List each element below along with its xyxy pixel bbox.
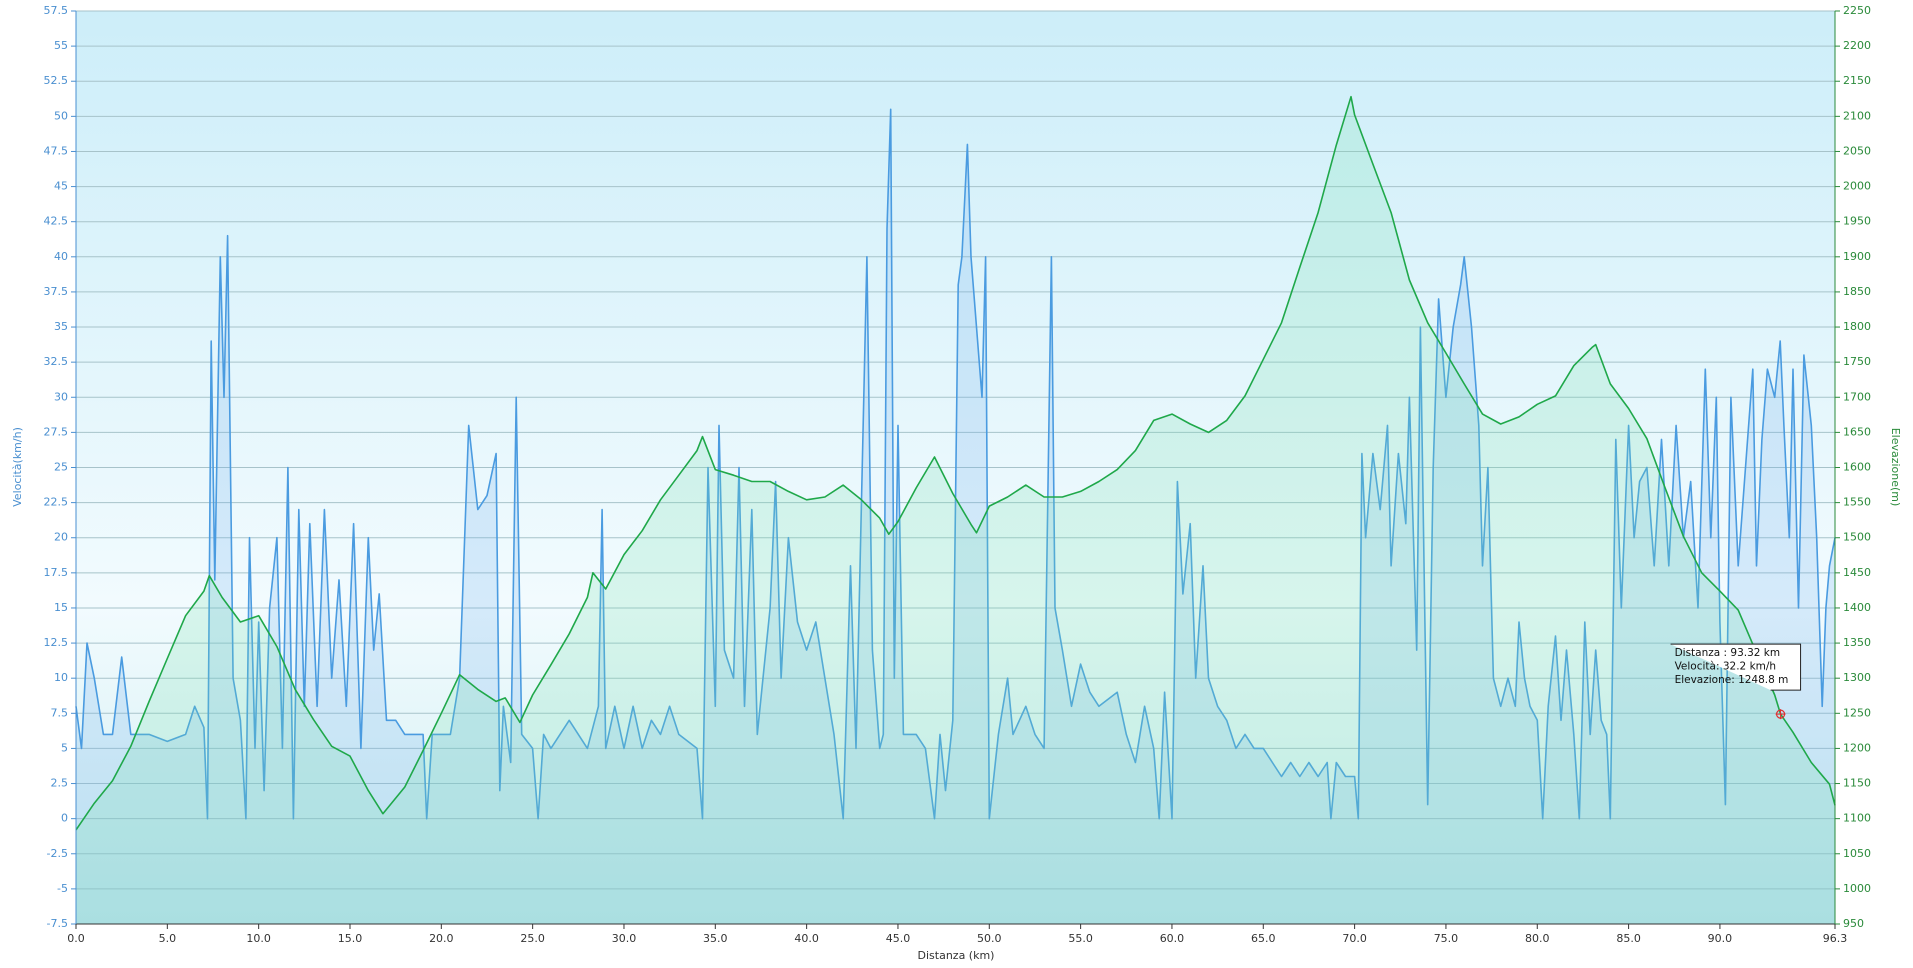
y2-tick-label: 1300 [1843,671,1871,684]
y2-tick-label: 1400 [1843,601,1871,614]
y-tick-label: 42.5 [44,215,69,228]
y-tick-label: 50 [54,109,68,122]
y-axis-title: Velocità(km/h) [11,427,24,507]
x-tick-label: 30.0 [612,932,637,945]
y2-tick-label: 1650 [1843,425,1871,438]
x-tick-label: 70.0 [1342,932,1367,945]
y-tick-label: 52.5 [44,74,69,87]
y-tick-label: 0 [61,812,68,825]
y-tick-label: -2.5 [47,847,68,860]
y2-tick-label: 1900 [1843,250,1871,263]
y-tick-label: 47.5 [44,144,69,157]
x-tick-label: 96.3 [1823,932,1848,945]
y-tick-label: 25 [54,461,68,474]
y-tick-label: 5 [61,741,68,754]
y2-tick-label: 1000 [1843,882,1871,895]
y-tick-label: 2.5 [51,777,69,790]
y2-tick-label: 1200 [1843,741,1871,754]
x-tick-label: 5.0 [159,932,177,945]
area [76,96,1835,924]
y2-tick-label: 1550 [1843,496,1871,509]
y2-tick-label: 950 [1843,917,1864,930]
y-tick-label: 40 [54,250,68,263]
x-tick-label: 75.0 [1434,932,1459,945]
y-tick-label: 32.5 [44,355,69,368]
y-tick-label: 30 [54,390,68,403]
y-tick-label: 22.5 [44,496,69,509]
x-tick-label: 85.0 [1616,932,1641,945]
y2-tick-label: 1700 [1843,390,1871,403]
y2-tick-label: 1600 [1843,461,1871,474]
y2-tick-label: 2100 [1843,109,1871,122]
x-tick-label: 35.0 [703,932,728,945]
y2-axis-title: Elevazione(m) [1889,428,1902,507]
y2-tick-label: 1450 [1843,566,1871,579]
y2-tick-label: 2200 [1843,39,1871,52]
tooltip-marker-cross [1775,709,1786,720]
y-tick-label: -7.5 [47,917,68,930]
line [75,108,1836,820]
y2-tick-label: 2150 [1843,74,1871,87]
x-tick-label: 15.0 [338,932,363,945]
y2-tick-label: 2050 [1843,144,1871,157]
y-tick-label: 45 [54,180,68,193]
y2-tick-label: 1850 [1843,285,1871,298]
x-tick-label: 55.0 [1068,932,1093,945]
y-tick-label: -5 [57,882,68,895]
y-tick-label: 57.5 [44,4,69,17]
x-tick-label: 25.0 [520,932,545,945]
x-tick-label: 50.0 [977,932,1002,945]
y2-tick-label: 1500 [1843,531,1871,544]
y-tick-label: 55 [54,39,68,52]
x-tick-label: 10.0 [246,932,271,945]
x-tick-label: 60.0 [1160,932,1185,945]
y2-tick-label: 1250 [1843,706,1871,719]
y-tick-label: 12.5 [44,636,69,649]
y2-tick-label: 1350 [1843,636,1871,649]
y-tick-label: 20 [54,531,68,544]
x-tick-label: 20.0 [429,932,454,945]
y-tick-label: 37.5 [44,285,69,298]
y-tick-label: 7.5 [51,706,69,719]
x-tick-label: 65.0 [1251,932,1276,945]
y2-tick-label: 1150 [1843,777,1871,790]
x-tick-label: 45.0 [886,932,911,945]
y-tick-label: 27.5 [44,425,69,438]
y-tick-label: 17.5 [44,566,69,579]
tooltip-line: Elevazione: 1248.8 m [1675,674,1789,686]
y-tick-label: 35 [54,320,68,333]
x-axis-title: Distanza (km) [918,949,995,962]
y2-tick-label: 1800 [1843,320,1871,333]
y-tick-label: 15 [54,601,68,614]
x-tick-label: 90.0 [1708,932,1733,945]
y2-tick-label: 1950 [1843,215,1871,228]
y2-tick-label: 1750 [1843,355,1871,368]
tooltip-line: Distanza : 93.32 km [1675,647,1781,659]
y2-tick-label: 1100 [1843,812,1871,825]
y-tick-label: 10 [54,671,68,684]
tooltip-box [1670,643,1802,691]
x-tick-label: 80.0 [1525,932,1550,945]
x-tick-label: 0.0 [67,932,85,945]
y2-tick-label: 2250 [1843,4,1871,17]
y2-tick-label: 1050 [1843,847,1871,860]
tooltip-line: Velocità: 32.2 km/h [1675,661,1777,673]
y2-tick-label: 2000 [1843,180,1871,193]
x-tick-label: 40.0 [794,932,819,945]
line [75,95,1836,831]
